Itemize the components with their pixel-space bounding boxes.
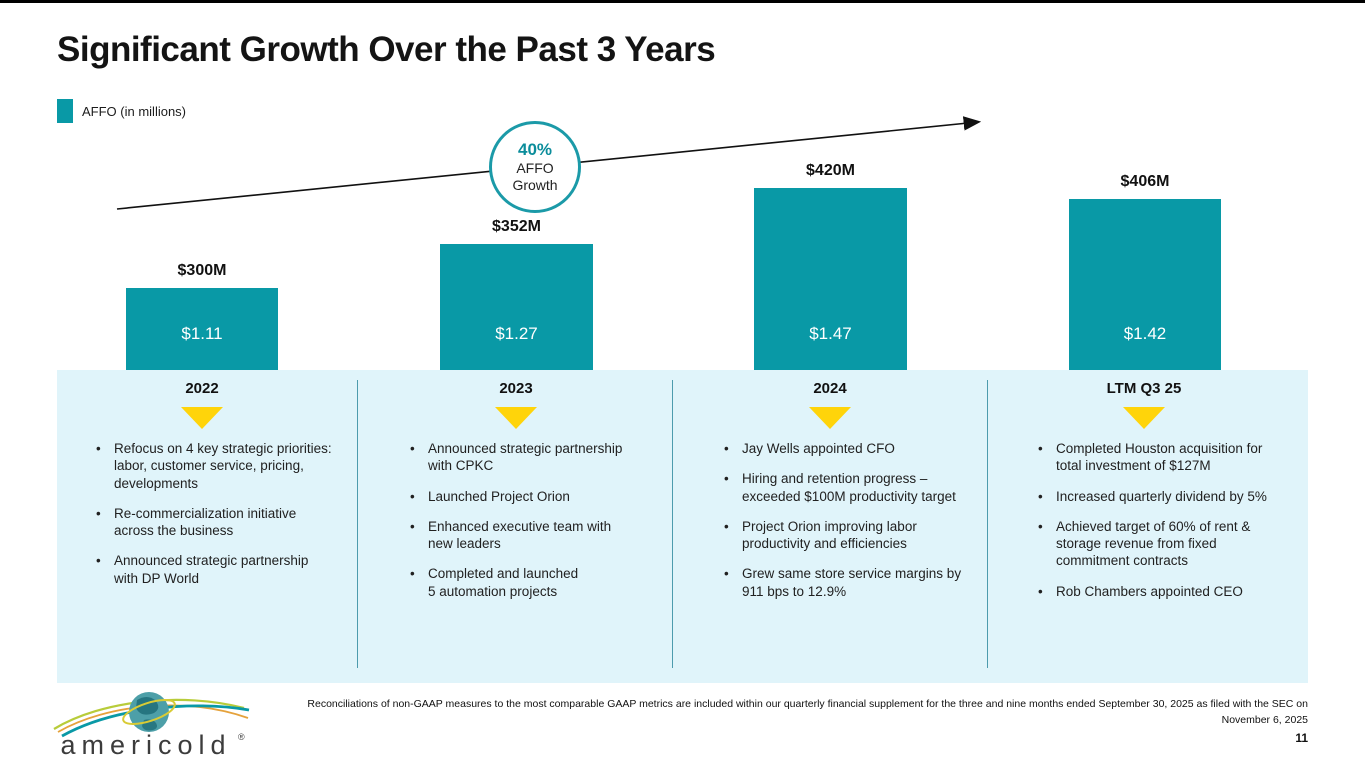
- down-triangle-icon: [809, 407, 851, 429]
- column-2024: 2024 Jay Wells appointed CFO Hiring and …: [696, 370, 964, 683]
- list-item: Achieved target of 60% of rent & storage…: [1038, 518, 1278, 570]
- registered-mark: ®: [238, 732, 245, 742]
- legend-swatch-icon: [57, 99, 73, 123]
- bar-total-label: $352M: [492, 218, 541, 235]
- bar-per-share-label: $1.47: [809, 324, 852, 343]
- list-item: Increased quarterly dividend by 5%: [1038, 488, 1278, 506]
- bar-per-share-label: $1.11: [181, 324, 223, 343]
- bar-total-label: $420M: [806, 162, 855, 179]
- growth-label-line1: AFFO: [516, 159, 554, 176]
- list-item: Rob Chambers appointed CEO: [1038, 583, 1278, 601]
- list-item: Announced strategic partnership with DP …: [96, 552, 336, 587]
- column-2022: 2022 Refocus on 4 key strategic prioriti…: [68, 370, 336, 683]
- column-year-label: LTM Q3 25: [1106, 380, 1182, 397]
- down-triangle-icon: [1123, 407, 1165, 429]
- list-item: Announced strategic partnership with CPK…: [410, 440, 650, 475]
- down-triangle-icon: [495, 407, 537, 429]
- list-item: Project Orion improving labor productivi…: [724, 518, 964, 553]
- list-item: Grew same store service margins by 911 b…: [724, 565, 964, 600]
- growth-label-line2: Growth: [512, 177, 558, 193]
- page-number: 11: [1295, 731, 1308, 745]
- down-triangle-icon: [181, 407, 223, 429]
- bar-per-share-label: $1.42: [1123, 324, 1167, 343]
- growth-percent: 40%: [517, 139, 553, 159]
- list-item: Completed Houston acquisition for total …: [1038, 440, 1278, 475]
- column-year-label: 2022: [185, 380, 219, 397]
- chart-legend: AFFO (in millions): [57, 99, 186, 123]
- column-year-label: 2024: [813, 380, 847, 397]
- logo-orbit-ring: [122, 699, 176, 725]
- top-border: [0, 0, 1365, 3]
- column-2023: 2023 Announced strategic partnership wit…: [382, 370, 650, 683]
- timeline-panel: 2022 Refocus on 4 key strategic prioriti…: [57, 370, 1308, 683]
- bullet-list: Announced strategic partnership with CPK…: [410, 440, 650, 613]
- logo-wordmark: americold: [60, 730, 231, 760]
- list-item: Jay Wells appointed CFO: [724, 440, 964, 458]
- column-divider: [987, 380, 988, 668]
- footnote: Reconciliations of non-GAAP measures to …: [307, 698, 1308, 726]
- list-item: Completed and launched 5 automation proj…: [410, 565, 650, 600]
- bar-per-share-label: $1.27: [495, 324, 538, 343]
- column-year-label: 2023: [499, 380, 533, 397]
- list-item: Launched Project Orion: [410, 488, 650, 506]
- page-title: Significant Growth Over the Past 3 Years: [57, 30, 716, 69]
- bar-total-label: $406M: [1120, 173, 1170, 190]
- bullet-list: Refocus on 4 key strategic priorities: l…: [96, 440, 336, 600]
- bar-2023: $352M $1.27: [440, 218, 593, 370]
- bullet-list: Completed Houston acquisition for total …: [1038, 440, 1278, 613]
- bar-2022: $300M $1.11: [126, 262, 278, 370]
- list-item: Re-commercialization initiative across t…: [96, 505, 336, 540]
- affo-growth-badge: 40% AFFO Growth: [489, 121, 581, 213]
- list-item: Refocus on 4 key strategic priorities: l…: [96, 440, 336, 492]
- legend-label: AFFO (in millions): [82, 103, 187, 119]
- bullet-list: Jay Wells appointed CFO Hiring and reten…: [724, 440, 964, 613]
- bar-total-label: $300M: [177, 262, 227, 279]
- americold-logo: americold ®: [53, 692, 250, 760]
- column-divider: [357, 380, 358, 668]
- column-ltm-q3-25: LTM Q3 25 Completed Houston acquisition …: [1010, 370, 1278, 683]
- list-item: Enhanced executive team with new leaders: [410, 518, 650, 553]
- bar-ltm-q3-25: $406M $1.42: [1069, 173, 1221, 370]
- bar-2024: $420M $1.47: [754, 162, 907, 370]
- column-divider: [672, 380, 673, 668]
- list-item: Hiring and retention progress – exceeded…: [724, 470, 964, 505]
